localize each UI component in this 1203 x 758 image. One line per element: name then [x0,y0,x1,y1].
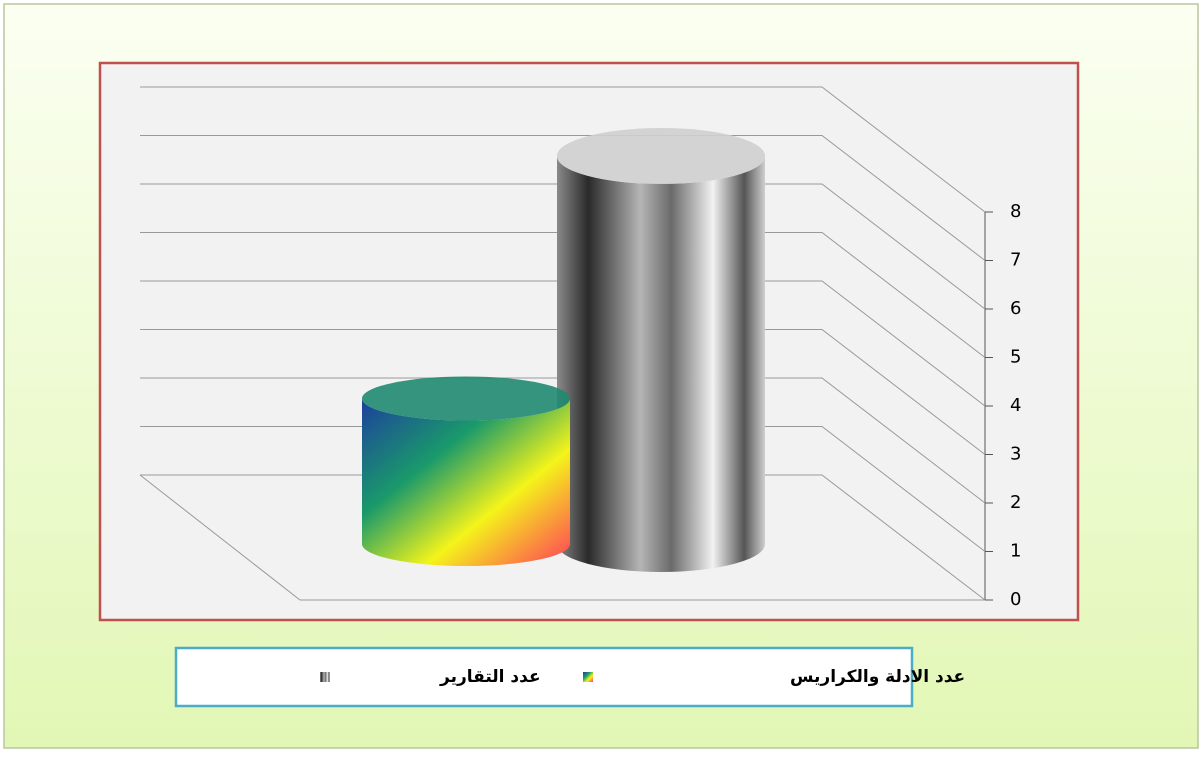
y-tick-label: 1 [1010,541,1021,562]
y-tick-label: 3 [1010,444,1021,465]
grid-line [140,377,986,504]
y-tick-label: 0 [1010,589,1021,610]
legend-swatch [583,672,593,682]
y-tick-label: 4 [1010,395,1021,416]
grid-line [140,329,986,455]
grid-line [140,280,986,407]
legend-label: عدد الادلة والكراريس [790,667,965,687]
y-tick-label: 6 [1010,298,1021,319]
cylinder-top [557,128,765,184]
y-tick-label: 8 [1010,201,1021,222]
cylinder-body [362,398,570,566]
cylinder-top [362,376,570,421]
y-tick-label: 7 [1010,250,1021,271]
bars [362,128,765,572]
legend-swatch [320,672,330,682]
y-tick-label: 2 [1010,492,1021,513]
floor-edge [139,474,301,601]
y-tick-label: 5 [1010,347,1021,368]
legend-label: عدد التقارير [439,667,541,687]
grid-line [140,86,986,213]
grid-line [140,135,986,261]
legend-items: عدد الادلة والكراريس عدد التقارير [320,667,965,687]
grid-line [140,232,986,358]
grid-line [140,183,986,310]
legend [174,646,914,708]
ticks: 0 1 2 3 4 5 6 7 8 [985,201,1021,610]
cylinder-body [557,156,765,572]
